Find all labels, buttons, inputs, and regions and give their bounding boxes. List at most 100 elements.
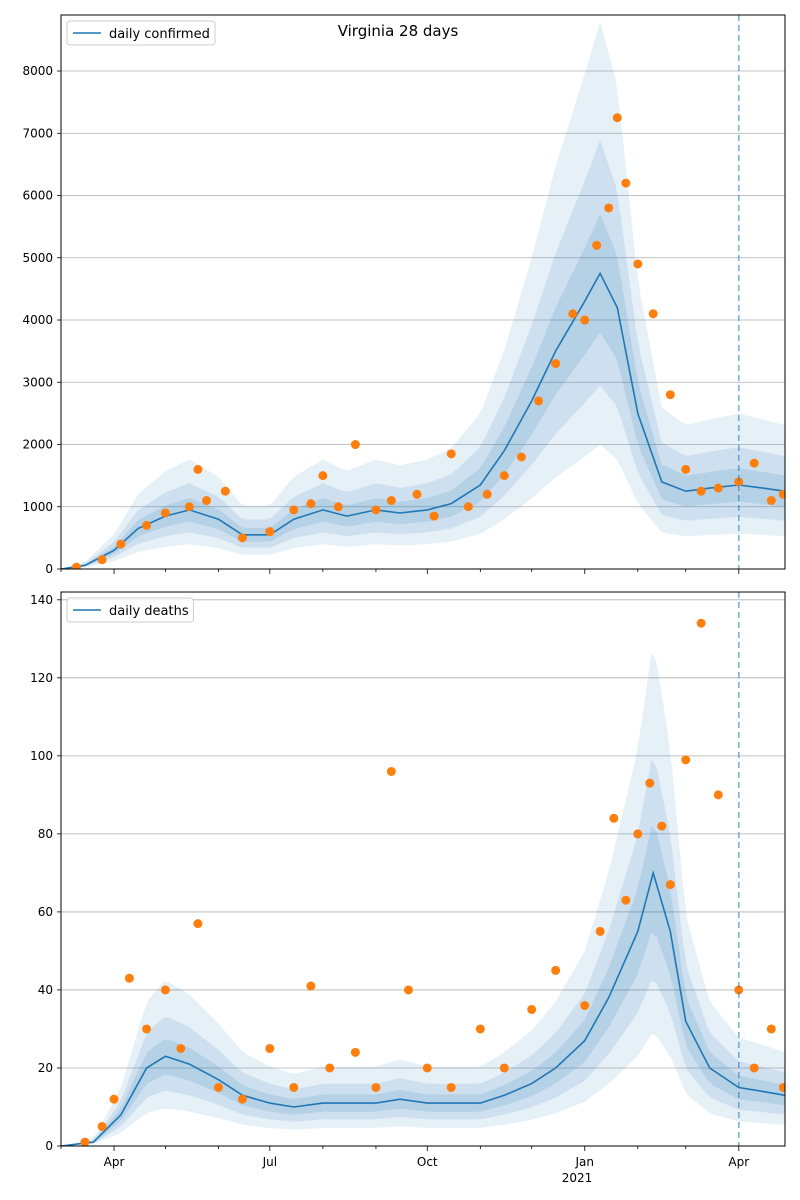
legend-label: daily confirmed	[109, 27, 210, 42]
observed-point	[124, 973, 134, 983]
x-tick-label: Oct	[417, 1155, 438, 1169]
observed-point	[193, 464, 203, 474]
observed-point	[609, 813, 619, 823]
observed-point	[97, 1121, 107, 1131]
y-tick-label: 100	[30, 749, 53, 763]
y-tick-label: 1000	[22, 500, 53, 514]
observed-point	[422, 1063, 432, 1073]
observed-point	[580, 315, 590, 325]
legend-box	[66, 597, 194, 623]
observed-point	[499, 1063, 509, 1073]
y-tick-label: 80	[38, 827, 53, 841]
observed-point	[80, 1137, 90, 1146]
legend: daily deaths	[66, 597, 194, 623]
observed-point	[568, 309, 578, 319]
observed-point	[371, 505, 381, 515]
observed-point	[412, 489, 422, 499]
x-axis-year-label: 2021	[562, 1171, 593, 1185]
observed-point	[265, 1043, 275, 1053]
x-tick-label: Jul	[262, 1155, 277, 1169]
observed-point	[446, 449, 456, 459]
confirmed-panel: 0 1000 2000 3000 4000 5000 6000 7000 8000 daily c…	[22, 14, 786, 576]
observed-point	[265, 527, 275, 537]
observed-point	[193, 919, 203, 929]
observed-point	[463, 502, 473, 512]
observed-point	[499, 471, 509, 481]
observed-point	[142, 520, 152, 530]
x-tick-label: Apr	[728, 1155, 749, 1169]
observed-point	[665, 390, 675, 400]
observed-point	[534, 396, 544, 406]
legend-box	[66, 20, 216, 46]
observed-point	[696, 618, 706, 628]
observed-point	[592, 240, 602, 250]
y-tick-label: 60	[38, 905, 53, 919]
observed-point	[176, 1043, 186, 1053]
observed-point	[220, 486, 230, 496]
observed-point	[681, 464, 691, 474]
observed-point	[160, 508, 170, 518]
observed-point	[482, 489, 492, 499]
y-tick-label: 5000	[22, 251, 53, 265]
y-tick-label: 6000	[22, 189, 53, 203]
observed-point	[633, 259, 643, 269]
plot-area	[61, 618, 785, 1146]
observed-point	[580, 1001, 590, 1011]
y-tick-label: 140	[30, 593, 53, 607]
observed-point	[350, 1047, 360, 1057]
observed-point	[71, 562, 81, 569]
observed-point	[527, 1004, 537, 1014]
y-tick-label: 0	[45, 562, 53, 576]
observed-point	[97, 555, 107, 565]
observed-point	[109, 1094, 119, 1104]
uncertainty-band-0	[61, 652, 785, 1146]
plot-area	[61, 22, 785, 569]
median-line	[61, 869, 785, 1146]
observed-point	[475, 1024, 485, 1034]
median-line	[61, 271, 785, 569]
legend-label: daily deaths	[109, 604, 189, 619]
observed-point	[289, 1082, 299, 1092]
observed-point	[325, 1063, 335, 1073]
observed-point	[749, 1063, 759, 1073]
y-tick-label: 4000	[22, 313, 53, 327]
observed-point	[633, 829, 643, 839]
observed-point	[734, 985, 744, 995]
observed-point	[350, 440, 360, 450]
observed-point	[621, 895, 631, 905]
axes-frame	[60, 591, 786, 1147]
y-tick-label: 2000	[22, 438, 53, 452]
y-tick-label: 3000	[22, 375, 53, 389]
observed-point	[766, 1024, 776, 1034]
observed-point	[429, 511, 439, 521]
x-tick-label: Jan	[574, 1155, 594, 1169]
observed-point	[184, 502, 194, 512]
observed-point	[648, 309, 658, 319]
observed-point	[142, 1024, 152, 1034]
observed-point	[116, 539, 126, 549]
uncertainty-band-1	[61, 140, 785, 569]
x-tick-label: Apr	[104, 1155, 125, 1169]
observed-point	[306, 499, 316, 509]
observed-point	[386, 496, 396, 506]
y-tick-label: 40	[38, 983, 53, 997]
observed-point	[778, 1082, 785, 1092]
y-tick-label: 8000	[22, 64, 53, 78]
observed-point	[333, 502, 343, 512]
observed-point	[386, 766, 396, 776]
observed-point	[734, 477, 744, 487]
observed-point	[201, 496, 211, 506]
observed-point	[645, 778, 655, 788]
observed-point	[657, 821, 667, 831]
observed-point	[749, 458, 759, 468]
figure-title: Virginia 28 days	[338, 22, 459, 40]
observed-point	[213, 1082, 223, 1092]
observed-point	[604, 203, 614, 213]
observed-point	[403, 985, 413, 995]
observed-point	[237, 1094, 247, 1104]
observed-point	[289, 505, 299, 515]
observed-point	[595, 926, 605, 936]
y-tick-label: 7000	[22, 126, 53, 140]
observed-point	[621, 178, 631, 188]
